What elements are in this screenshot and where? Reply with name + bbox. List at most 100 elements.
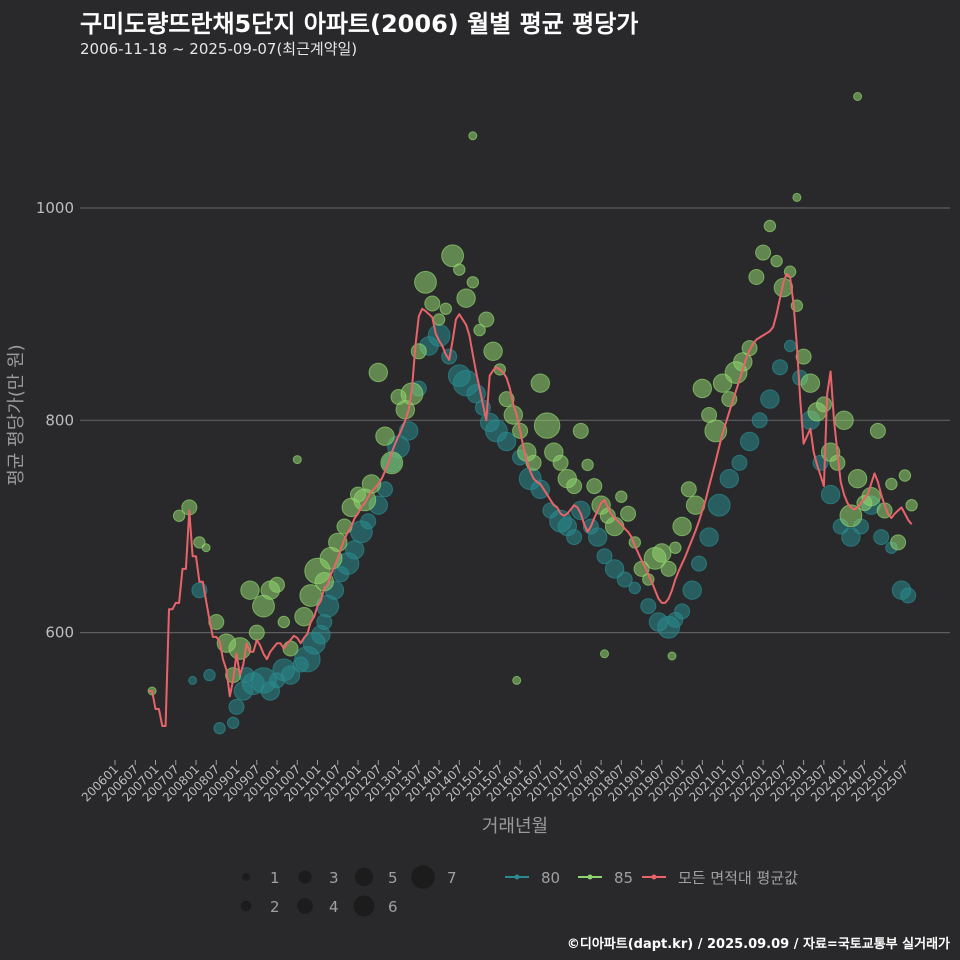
series-legend-dot [514, 874, 520, 880]
point-85 [885, 477, 898, 491]
point-80 [674, 603, 691, 620]
point-80 [841, 527, 861, 547]
point-80 [783, 339, 797, 353]
y-axis-ticks: 600 800 1000 [36, 199, 74, 642]
point-85 [615, 490, 628, 503]
point-80 [360, 513, 377, 530]
point-85 [748, 269, 765, 285]
size-legend-key [298, 870, 312, 884]
chart-title: 구미도량뜨란채5단지 아파트(2006) 월별 평균 평당가 [80, 10, 639, 38]
point-85 [667, 651, 677, 661]
point-80 [604, 559, 625, 579]
point-85 [336, 518, 353, 535]
point-80 [739, 431, 760, 452]
point-80 [427, 324, 451, 347]
size-legend-label: 5 [388, 869, 398, 887]
point-85 [600, 649, 609, 659]
point-80 [772, 359, 788, 376]
point-85 [466, 276, 479, 289]
point-85 [773, 277, 794, 298]
point-85 [815, 396, 832, 413]
average-line-layer [148, 272, 913, 727]
series-legend-label: 85 [614, 869, 633, 887]
point-85 [581, 458, 594, 472]
point-85 [890, 534, 907, 551]
point-80 [682, 580, 702, 600]
point-85 [410, 343, 427, 360]
point-85 [228, 637, 252, 660]
point-85 [248, 624, 265, 641]
point-85 [172, 509, 186, 522]
size-legend-label: 3 [329, 869, 339, 887]
size-legend-key [240, 900, 252, 912]
size-legend-label: 2 [270, 898, 280, 916]
point-85 [839, 504, 863, 528]
point-85 [368, 362, 388, 383]
point-85 [572, 422, 589, 439]
point-85 [669, 541, 682, 554]
size-legend-key [411, 865, 435, 889]
point-80 [719, 469, 739, 489]
point-85 [525, 454, 542, 471]
point-85 [456, 288, 476, 308]
point-80 [751, 412, 768, 429]
point-85 [468, 131, 478, 141]
size-legend-key [242, 873, 250, 881]
series-legend-dot [587, 874, 593, 880]
point-85 [861, 487, 881, 507]
x-axis-ticks: 2006012006072007012007072008012008072009… [79, 760, 911, 805]
point-85 [792, 192, 802, 202]
y-tick-label: 1000 [36, 199, 74, 217]
size-legend-key [353, 895, 375, 917]
point-85 [503, 405, 523, 425]
point-85 [755, 244, 772, 261]
point-80 [616, 571, 633, 588]
point-85 [193, 536, 206, 549]
size-legend-label: 1 [270, 869, 280, 887]
point-85 [277, 615, 290, 629]
point-85 [869, 422, 886, 439]
point-85 [432, 313, 446, 326]
point-80 [213, 722, 226, 735]
point-85 [453, 263, 466, 276]
point-80 [280, 665, 301, 685]
point-85 [853, 92, 863, 101]
size-legend-key [297, 898, 313, 914]
point-80 [628, 581, 641, 595]
point-80 [691, 555, 707, 572]
point-85 [201, 543, 211, 553]
series-legend-dot [651, 874, 657, 880]
series-legend-label: 80 [541, 869, 560, 887]
point-85 [292, 455, 302, 465]
point-85 [672, 516, 692, 537]
point-85 [439, 302, 452, 315]
point-85 [473, 323, 486, 337]
size-legend-label: 7 [447, 869, 457, 887]
point-85 [441, 244, 465, 268]
legend: 1 2 3 4 5 6 7 80 85 모든 면적대 평균값 [240, 865, 798, 917]
credit-text: ©디아파트(dapt.kr) / 2025.09.09 / 자료=국토교통부 실… [566, 937, 950, 952]
size-legend-label: 6 [388, 898, 398, 916]
point-85 [763, 219, 777, 233]
point-85 [770, 254, 783, 268]
point-85 [512, 675, 522, 685]
point-80 [345, 540, 365, 560]
point-80 [820, 484, 841, 505]
point-80 [640, 598, 657, 615]
point-85 [552, 454, 569, 471]
point-85 [586, 478, 603, 495]
point-85 [847, 469, 868, 489]
point-80 [496, 431, 517, 452]
point-85 [604, 516, 625, 537]
point-85 [566, 478, 583, 495]
point-80 [707, 493, 731, 517]
point-85 [834, 410, 854, 430]
point-85 [282, 640, 299, 657]
point-85 [660, 560, 677, 577]
point-80 [566, 529, 583, 546]
point-85 [424, 295, 441, 312]
point-80 [226, 716, 240, 729]
point-85 [208, 614, 225, 630]
point-85 [905, 499, 918, 512]
